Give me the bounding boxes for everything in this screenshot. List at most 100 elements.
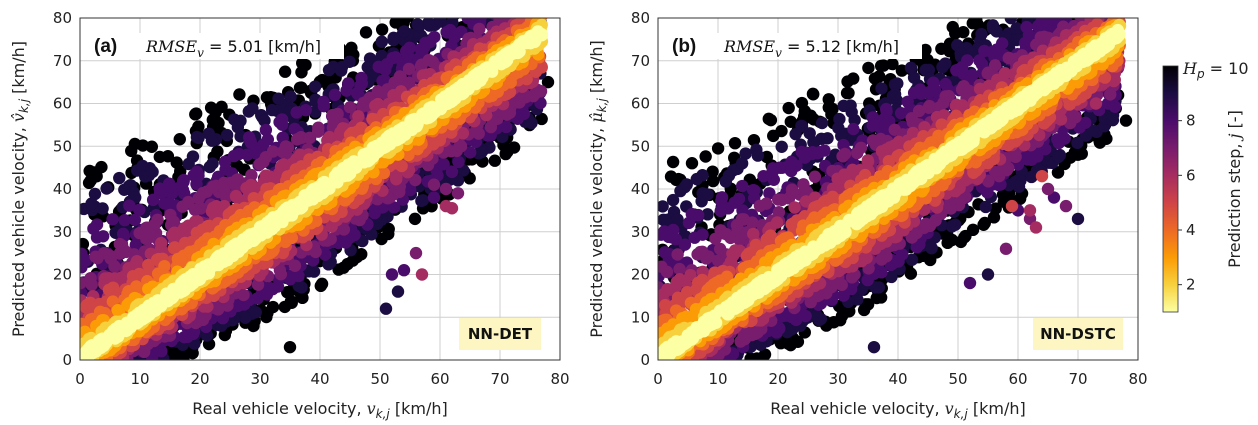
scatter-point — [414, 18, 419, 19]
scatter-point — [106, 281, 120, 294]
scatter-point — [499, 147, 512, 161]
scatter-point — [457, 0, 469, 6]
scatter-point — [210, 119, 223, 132]
scatter-point — [167, 215, 180, 228]
scatter-point — [359, 26, 373, 39]
scatter-point-outlier — [541, 75, 555, 89]
scatter-point — [515, 0, 527, 8]
scatter-point — [246, 102, 259, 115]
scatter-point — [309, 245, 322, 259]
scatter-point — [419, 36, 432, 50]
scatter-point — [369, 99, 382, 112]
scatter-point-outlier — [391, 285, 405, 298]
scatter-point — [278, 65, 292, 78]
scatter-point — [247, 319, 260, 333]
scatter-point — [448, 0, 460, 10]
scatter-point — [343, 101, 357, 114]
scatter-point — [481, 18, 490, 20]
scatter-point — [173, 133, 186, 146]
scatter-point — [322, 258, 335, 271]
scatter-point — [393, 185, 406, 199]
scatter-point — [241, 148, 254, 161]
scatter-point — [386, 51, 399, 65]
scatter-point — [511, 3, 523, 15]
scatter-point — [88, 187, 102, 201]
scatter-point — [491, 3, 503, 15]
scatter-point — [108, 332, 122, 345]
scatter-point — [424, 0, 436, 10]
scatter-point — [294, 148, 307, 162]
scatter-point — [452, 155, 465, 169]
scatter-point — [499, 0, 511, 12]
scatter-point — [457, 0, 469, 2]
scatter-point — [85, 361, 97, 373]
scatter-point — [500, 0, 512, 1]
scatter-point — [390, 173, 403, 186]
scatter-point — [202, 127, 215, 140]
scatter-point — [359, 96, 372, 109]
scatter-point — [504, 0, 516, 5]
scatter-point — [355, 247, 368, 261]
scatter-point — [231, 121, 245, 134]
scatter-point — [116, 227, 130, 241]
scatter-point — [499, 0, 511, 5]
scatter-point — [80, 261, 88, 274]
scatter-point — [296, 56, 309, 70]
scatter-point — [487, 0, 499, 9]
scatter-point — [103, 361, 115, 373]
scatter-point — [528, 0, 540, 7]
scatter-point — [251, 278, 265, 291]
scatter-point-outlier — [439, 182, 453, 196]
scatter-point — [285, 296, 298, 309]
scatter-point — [409, 173, 422, 187]
scatter-point — [474, 0, 486, 8]
scatter-point — [94, 362, 106, 374]
scatter-point — [416, 194, 430, 207]
scatter-point — [168, 226, 181, 239]
scatter-point — [335, 205, 348, 219]
scatter-point — [99, 361, 111, 373]
scatter-point — [535, 112, 548, 126]
scatter-point — [249, 306, 262, 319]
scatter-point-outlier — [445, 202, 459, 215]
scatter-point — [431, 0, 443, 11]
scatter-point-outlier — [385, 268, 399, 281]
scatter-point — [454, 140, 468, 153]
scatter-point — [521, 0, 533, 5]
scatter-point — [528, 0, 540, 8]
scatter-point — [433, 18, 445, 22]
scatter-point — [92, 360, 104, 372]
points-a — [80, 0, 555, 374]
scatter-point — [192, 131, 205, 145]
scatter-point — [261, 133, 275, 146]
scatter-point — [118, 214, 131, 227]
scatter-point — [206, 180, 220, 194]
scatter-point — [513, 96, 526, 109]
scatter-point — [368, 206, 381, 220]
scatter-point — [375, 23, 389, 36]
scatter-point — [444, 23, 457, 37]
scatter-point — [523, 0, 535, 4]
scatter-point — [533, 18, 541, 20]
scatter-point — [500, 0, 512, 1]
scatter-point-outlier — [451, 187, 465, 200]
scatter-point — [518, 18, 522, 19]
scatter-point — [217, 180, 230, 194]
scatter-point — [482, 5, 494, 17]
scatter-point — [103, 249, 116, 262]
scatter-point — [201, 220, 214, 233]
scatter-point — [80, 299, 93, 312]
scatter-point — [377, 155, 390, 169]
scatter-point — [227, 149, 241, 163]
scatter-point — [504, 76, 517, 89]
scatter-point — [444, 18, 449, 19]
scatter-point — [90, 362, 102, 374]
scatter-point — [126, 269, 140, 283]
scatter-point — [130, 254, 144, 268]
scatter-point — [99, 273, 112, 287]
scatter-point — [146, 165, 159, 179]
scatter-point — [89, 250, 102, 263]
scatter-point — [523, 5, 535, 17]
